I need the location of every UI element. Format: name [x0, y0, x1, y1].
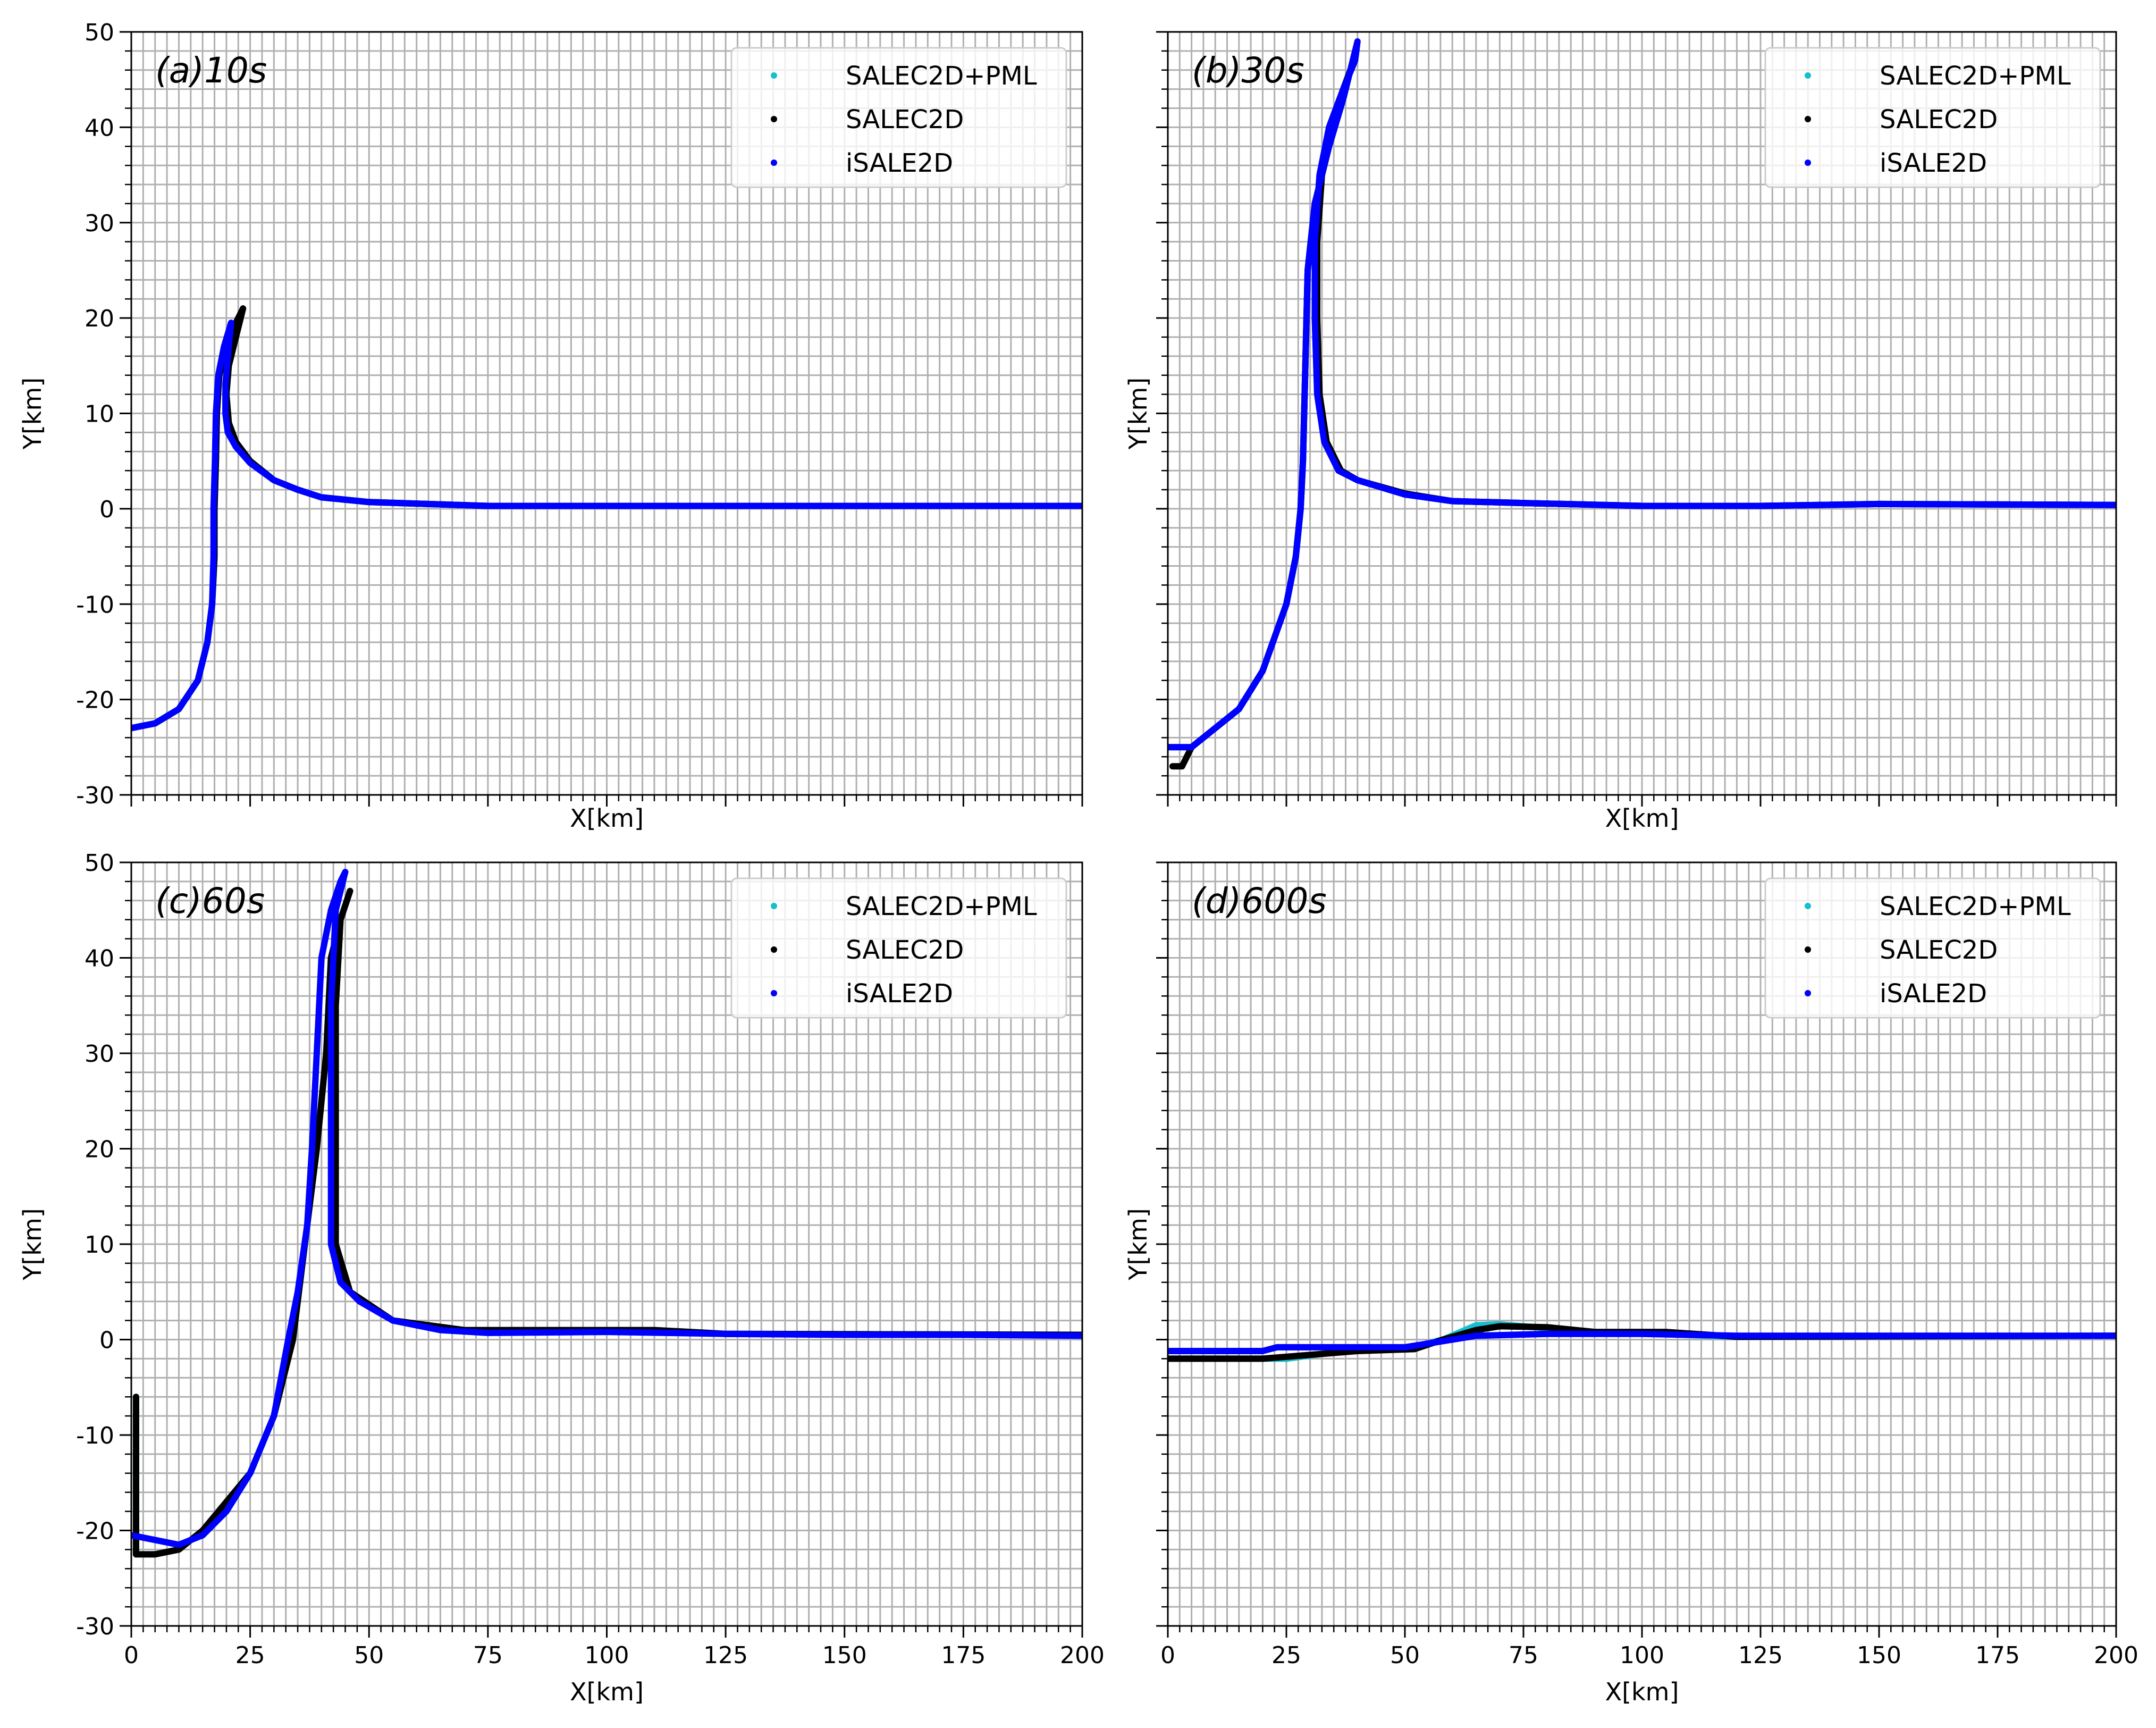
series-line [131, 869, 1082, 1548]
legend-marker [1805, 903, 1811, 909]
x-tick-label: 100 [1620, 1642, 1664, 1669]
legend-label: SALEC2D+PML [846, 61, 1037, 91]
panel-annotation: (d)600s [1192, 880, 1327, 921]
panel-annotation: (c)60s [155, 880, 265, 921]
legend-marker [771, 72, 777, 79]
legend-label: iSALE2D [1880, 148, 1987, 178]
legend-marker [771, 160, 777, 166]
legend-marker [771, 946, 777, 953]
x-axis-label: X[km] [1605, 1677, 1679, 1706]
axes-frame [1167, 861, 2117, 1627]
x-tick-label: 100 [585, 1642, 629, 1669]
y-tick-label: 10 [85, 1231, 114, 1259]
x-tick-label: 150 [1857, 1642, 1901, 1669]
y-tick-label: -20 [76, 687, 114, 714]
legend-label: iSALE2D [846, 148, 953, 178]
panel-annotation: (b)30s [1192, 50, 1304, 91]
axes-frame [130, 31, 1083, 796]
legend-box [730, 47, 1067, 188]
subplot: 0 25 50 75 100 125 150 175 200 (d)600s X[km] Y[km] S… [1124, 861, 2138, 1706]
legend-marker [1805, 72, 1811, 79]
legend-label: SALEC2D+PML [1880, 892, 2071, 921]
x-tick-label: 125 [1738, 1642, 1783, 1669]
legend-label: SALEC2D+PML [846, 892, 1037, 921]
series-line [1168, 1330, 2116, 1354]
x-tick-label: 175 [941, 1642, 986, 1669]
x-axis-label: X[km] [570, 1677, 644, 1706]
legend-marker [771, 990, 777, 996]
y-tick-label: -30 [76, 1613, 114, 1640]
y-tick-label: 0 [99, 1327, 114, 1354]
x-tick-label: 125 [703, 1642, 748, 1669]
axes-frame [130, 861, 1083, 1627]
subplot: -30 -20 -10 0 10 20 30 40 50 (a)10s X[km] Y[km] SALE… [18, 19, 1083, 833]
y-tick-label: 30 [85, 1041, 114, 1068]
legend-label: SALEC2D [846, 105, 964, 135]
y-axis-label: Y[km] [18, 1208, 47, 1280]
y-tick-label: -10 [76, 1422, 114, 1449]
axes-frame [1167, 31, 2117, 796]
y-tick-label: 0 [99, 496, 114, 523]
x-tick-label: 0 [124, 1642, 139, 1669]
legend-label: SALEC2D [1880, 935, 1998, 965]
x-tick-label: 75 [1509, 1642, 1538, 1669]
y-axis-label: Y[km] [1124, 1208, 1152, 1280]
subplot: 0 25 50 75 100 125 150 175 200 -30 -20 -10 0 10 20 30 40… [18, 850, 1105, 1706]
y-tick-label: 20 [85, 305, 114, 332]
legend-marker [771, 116, 777, 122]
legend-label: SALEC2D [846, 935, 964, 965]
x-axis-label: X[km] [1605, 804, 1679, 833]
legend-label: iSALE2D [1880, 979, 1987, 1009]
panel-annotation: (a)10s [155, 50, 267, 91]
x-tick-label: 200 [2094, 1642, 2138, 1669]
y-tick-label: 50 [85, 850, 114, 877]
x-tick-label: 25 [1271, 1642, 1301, 1669]
legend-marker [1805, 990, 1811, 996]
y-tick-label: -30 [76, 782, 114, 809]
x-axis-label: X[km] [570, 804, 644, 833]
x-tick-label: 175 [1975, 1642, 2020, 1669]
y-axis-label: Y[km] [18, 378, 47, 450]
series-line [131, 320, 1082, 732]
y-tick-label: -20 [76, 1518, 114, 1545]
legend-box [1764, 47, 2101, 188]
legend-marker [1805, 946, 1811, 953]
series-line [1168, 38, 2116, 751]
x-tick-label: 150 [822, 1642, 867, 1669]
x-tick-label: 200 [1060, 1642, 1105, 1669]
legend-marker [1805, 160, 1811, 166]
x-tick-label: 75 [473, 1642, 503, 1669]
y-tick-label: -10 [76, 591, 114, 618]
y-tick-label: 40 [85, 114, 114, 141]
y-tick-label: 40 [85, 945, 114, 972]
legend-marker [771, 903, 777, 909]
y-tick-label: 10 [85, 401, 114, 428]
y-tick-label: 20 [85, 1136, 114, 1163]
legend-label: iSALE2D [846, 979, 953, 1009]
subplot: (b)30s X[km] Y[km] SALEC2D+PML SALEC2D iSALE2… [1124, 31, 2117, 833]
y-tick-label: 50 [85, 19, 114, 46]
legend-marker [1805, 116, 1811, 122]
x-tick-label: 50 [1390, 1642, 1420, 1669]
x-tick-label: 25 [235, 1642, 265, 1669]
legend-box [730, 877, 1067, 1019]
y-tick-label: 30 [85, 210, 114, 237]
legend-box [1764, 877, 2101, 1019]
y-axis-label: Y[km] [1124, 378, 1152, 450]
x-tick-label: 0 [1160, 1642, 1175, 1669]
x-tick-label: 50 [354, 1642, 384, 1669]
legend-label: SALEC2D+PML [1880, 61, 2071, 91]
legend-label: SALEC2D [1880, 105, 1998, 135]
